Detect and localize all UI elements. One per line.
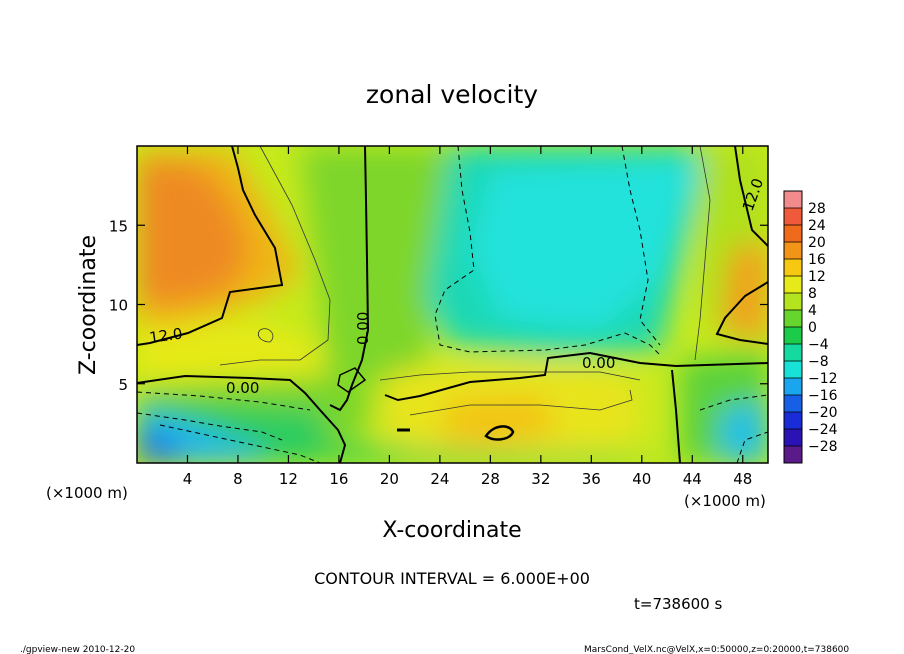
x-tick-label: 8 (233, 470, 243, 488)
colorbar-swatch (784, 293, 802, 311)
colorbar-label: −4 (808, 337, 829, 353)
contour-label-0-left: 0.00 (226, 379, 259, 397)
footer-left: ./gpview-new 2010-12-20 (20, 645, 135, 654)
colorbar-label: −20 (808, 405, 838, 421)
x-unit-left: (×1000 m) (46, 484, 128, 502)
x-axis-label: X-coordinate (382, 518, 521, 543)
contour-label-0-right: 0.00 (582, 354, 615, 372)
colorbar-swatch (784, 276, 802, 294)
colorbar-label: −28 (808, 439, 838, 455)
y-tick-label: 15 (109, 217, 128, 235)
colorbar-swatch (784, 361, 802, 379)
y-tick-label: 10 (109, 297, 128, 315)
colorbar-swatch (784, 446, 802, 464)
colorbar-label: 24 (808, 218, 826, 234)
y-axis-label: Z-coordinate (76, 235, 101, 375)
colorbar-label: 8 (808, 286, 817, 302)
x-tick-label: 48 (733, 470, 752, 488)
chart-title: zonal velocity (366, 80, 538, 109)
contour-interval-text: CONTOUR INTERVAL = 6.000E+00 (314, 569, 590, 588)
colorbar-swatch (784, 344, 802, 362)
x-tick-label: 36 (582, 470, 601, 488)
colorbar-swatch (784, 242, 802, 260)
colorbar-swatch (784, 259, 802, 277)
colorbar-swatch (784, 225, 802, 243)
colorbar-label: −16 (808, 388, 838, 404)
y-tick-label: 5 (118, 376, 128, 394)
colorbar-label: 16 (808, 252, 826, 268)
time-text: t=738600 s (634, 595, 722, 613)
colorbar-label: 28 (808, 201, 826, 217)
x-tick-label: 12 (279, 470, 298, 488)
x-tick-label: 20 (380, 470, 399, 488)
x-tick-label: 4 (183, 470, 193, 488)
contour-label-0-vertical: 0.00 (354, 312, 372, 345)
colorbar-swatch (784, 327, 802, 345)
colorbar-label: 4 (808, 303, 817, 319)
colorbar-label: −24 (808, 422, 838, 438)
colorbar-swatch (784, 395, 802, 413)
x-tick-label: 40 (632, 470, 651, 488)
colorbar-swatch (784, 310, 802, 328)
y-axis-ticks: 5 10 15 (109, 217, 768, 394)
colorbar-swatch (784, 191, 802, 209)
colorbar-swatch (784, 378, 802, 396)
x-tick-label: 44 (683, 470, 702, 488)
colorbar-label: 20 (808, 235, 826, 251)
footer-right: MarsCond_VelX.nc@VelX,x=0:50000,z=0:2000… (584, 645, 849, 654)
plot-area: 12.0 0.00 0.00 0.00 12.0 (137, 146, 768, 463)
x-unit-right: (×1000 m) (684, 492, 766, 510)
colorbar-swatch (784, 429, 802, 447)
colorbar-swatch (784, 208, 802, 226)
colorbar-swatch (784, 412, 802, 430)
colorbar-label: −8 (808, 354, 829, 370)
x-tick-label: 32 (531, 470, 550, 488)
x-tick-label: 28 (481, 470, 500, 488)
x-tick-label: 24 (430, 470, 449, 488)
x-axis-ticks: 4 8 12 16 20 24 28 32 36 40 44 48 (183, 146, 752, 488)
colorbar-label: 0 (808, 320, 817, 336)
colorbar-label: −12 (808, 371, 838, 387)
colorbar-label: 12 (808, 269, 826, 285)
x-tick-label: 16 (329, 470, 348, 488)
contour-label-12-left: 12.0 (148, 324, 184, 346)
